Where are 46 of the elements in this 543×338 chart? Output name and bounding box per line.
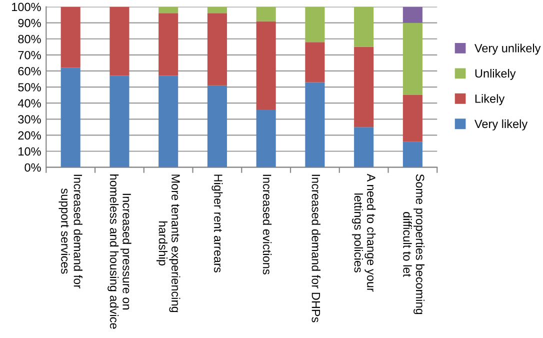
bar xyxy=(354,46,374,128)
bar xyxy=(158,6,178,14)
bar xyxy=(402,142,422,168)
y-tick-label: 80% xyxy=(18,34,41,44)
y-tick-label: 0% xyxy=(24,163,41,172)
y-tick-label: 10% xyxy=(18,147,41,156)
bar xyxy=(305,6,325,42)
bar xyxy=(256,110,276,168)
x-tick-label: Increased pressure on homeless and housing advice xyxy=(108,174,132,329)
bar xyxy=(158,76,178,168)
bar xyxy=(354,6,374,47)
x-tick-label: More tenants experiencing hardship xyxy=(156,174,180,312)
y-tick-label: 70% xyxy=(18,50,41,60)
bar xyxy=(207,13,227,86)
y-tick-label: 30% xyxy=(18,115,41,124)
y-tick-label: 60% xyxy=(18,67,41,76)
x-tick-label: Some properties becoming difficult to let xyxy=(403,174,425,314)
bar xyxy=(354,127,374,168)
y-tick-label: 100% xyxy=(12,2,41,12)
y-tick-label: 40% xyxy=(18,99,41,108)
legend-label: Very likely xyxy=(474,119,528,130)
bar xyxy=(60,6,80,68)
bar xyxy=(305,42,325,82)
bar xyxy=(158,13,178,76)
y-tick-label: 50% xyxy=(18,83,41,92)
x-tick-label: Increased demand for support services xyxy=(58,174,82,288)
legend-label: Likely xyxy=(475,94,505,106)
bar xyxy=(402,22,422,96)
y-tick-label: 20% xyxy=(18,131,41,140)
legend-label: Very unlikely xyxy=(474,44,541,55)
x-tick-label: Higher rent arrears xyxy=(212,174,223,272)
bar xyxy=(402,6,422,23)
x-tick-label: Increased evictions xyxy=(262,174,272,274)
bar xyxy=(60,68,80,168)
bar xyxy=(207,85,227,168)
x-tick-label: Increased demand for DHPs xyxy=(312,174,320,322)
bar xyxy=(207,6,227,14)
y-tick-label: 90% xyxy=(18,18,41,28)
legend-label: Unlikely xyxy=(475,68,516,80)
x-tick-label: A need to change your lettings policies xyxy=(352,174,376,292)
bar xyxy=(256,6,276,22)
bar xyxy=(256,21,276,110)
bar xyxy=(110,6,130,76)
bar xyxy=(110,76,130,168)
bar xyxy=(402,95,422,142)
bar xyxy=(305,82,325,168)
